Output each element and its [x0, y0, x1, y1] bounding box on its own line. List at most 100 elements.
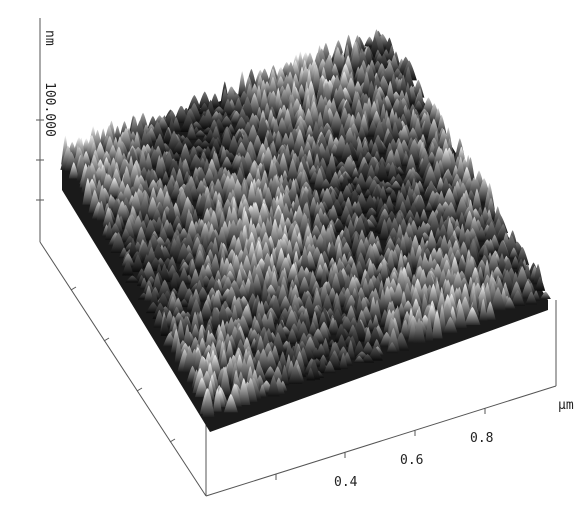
- surface-peak: [338, 352, 348, 370]
- surface-peak: [210, 236, 220, 261]
- surface-peak: [360, 353, 375, 363]
- surface-peak: [128, 237, 138, 258]
- surface-peak: [105, 221, 114, 240]
- surface-peak: [485, 238, 496, 254]
- surface-peak: [484, 301, 496, 321]
- surface-peak: [221, 98, 234, 116]
- surface-peak: [121, 253, 136, 267]
- surface-peak: [427, 283, 440, 308]
- surface-peak: [368, 326, 383, 346]
- surface-peak: [198, 91, 212, 109]
- surface-peak: [122, 259, 134, 276]
- z-unit: nm: [42, 30, 57, 46]
- surface-peak: [364, 36, 375, 47]
- surface-peak: [131, 254, 145, 272]
- surface-peak: [372, 120, 387, 145]
- surface-peak: [454, 302, 467, 328]
- surface-peak: [166, 201, 178, 226]
- surface-peak: [220, 156, 234, 169]
- surface-peak: [443, 316, 458, 334]
- surface-peak: [353, 355, 365, 363]
- surface-peak: [327, 204, 340, 223]
- surface-peak: [166, 256, 179, 274]
- surface-peak: [209, 307, 222, 331]
- surface-peak: [158, 263, 171, 282]
- x-axis-line: [205, 385, 557, 497]
- surface-peak: [422, 165, 439, 188]
- surface-peak: [425, 313, 434, 342]
- surface-peak: [331, 319, 340, 335]
- surface-peak: [361, 341, 375, 355]
- surface-peak: [211, 290, 223, 311]
- surface-peak: [367, 346, 383, 361]
- surface-peak: [334, 323, 349, 342]
- surface-peak: [479, 298, 488, 321]
- surface-peak: [389, 180, 402, 190]
- surface-peak: [273, 130, 284, 151]
- x-tick-label: 0.4: [334, 475, 358, 490]
- surface-peak: [540, 291, 551, 300]
- surface-peak: [280, 364, 290, 386]
- surface-peak: [378, 185, 388, 202]
- surface-peak: [351, 167, 360, 178]
- surface-peak: [515, 246, 530, 266]
- surface-peak: [219, 366, 232, 396]
- surface-peak: [288, 365, 303, 384]
- surface-peak: [379, 257, 390, 282]
- surface-peak: [431, 309, 443, 339]
- surface-peak: [379, 218, 390, 241]
- surface-peak: [425, 229, 438, 253]
- surface-peak: [224, 339, 235, 362]
- surface-peak: [215, 226, 229, 252]
- surface-peak: [125, 275, 140, 283]
- surface-peak: [163, 127, 172, 144]
- surface-peak: [164, 222, 176, 239]
- surface-peak: [68, 162, 79, 179]
- surface-render: [60, 29, 551, 432]
- surface-peak: [185, 126, 198, 140]
- surface-peak: [456, 211, 467, 231]
- surface-peak: [257, 384, 267, 398]
- surface-peak: [508, 247, 519, 259]
- surface-peak: [219, 349, 229, 370]
- surface-peak: [476, 226, 488, 242]
- surface-peak: [312, 142, 323, 166]
- surface-peak: [152, 133, 167, 154]
- surface-peak: [378, 288, 388, 314]
- surface-peak: [317, 311, 329, 328]
- surface-peak: [362, 194, 378, 214]
- surface-peak: [332, 219, 346, 233]
- surface-peak: [375, 161, 389, 182]
- surface-peak: [265, 311, 276, 334]
- surface-peak: [372, 299, 382, 322]
- surface-peak: [477, 285, 489, 312]
- surface-peak: [306, 367, 315, 381]
- surface-peak: [238, 71, 247, 96]
- surface-peak: [424, 202, 434, 212]
- surface-peak: [397, 125, 411, 145]
- surface-peak: [457, 223, 468, 249]
- surface-peak: [320, 104, 331, 129]
- surface-peak: [510, 290, 526, 306]
- surface-peak: [403, 209, 417, 224]
- surface-peak: [471, 188, 483, 213]
- surface-peak: [450, 271, 466, 297]
- surface-peak: [237, 377, 251, 405]
- surface-peak: [96, 200, 107, 222]
- surface-peak: [386, 342, 398, 354]
- surface-peak: [223, 393, 238, 413]
- surface-peak: [490, 286, 506, 312]
- front-edge: [39, 241, 207, 497]
- surface-peak: [285, 131, 297, 153]
- surface-peak: [318, 357, 328, 374]
- surface-peak: [510, 256, 521, 269]
- surface-peak: [144, 285, 154, 302]
- surface-peak: [219, 115, 234, 127]
- surface-peak: [189, 311, 201, 336]
- surface-peak: [178, 146, 194, 168]
- surface-peak: [154, 154, 165, 179]
- surface-peak: [204, 329, 213, 353]
- surface-peak: [299, 245, 310, 273]
- surface-peak: [360, 140, 371, 155]
